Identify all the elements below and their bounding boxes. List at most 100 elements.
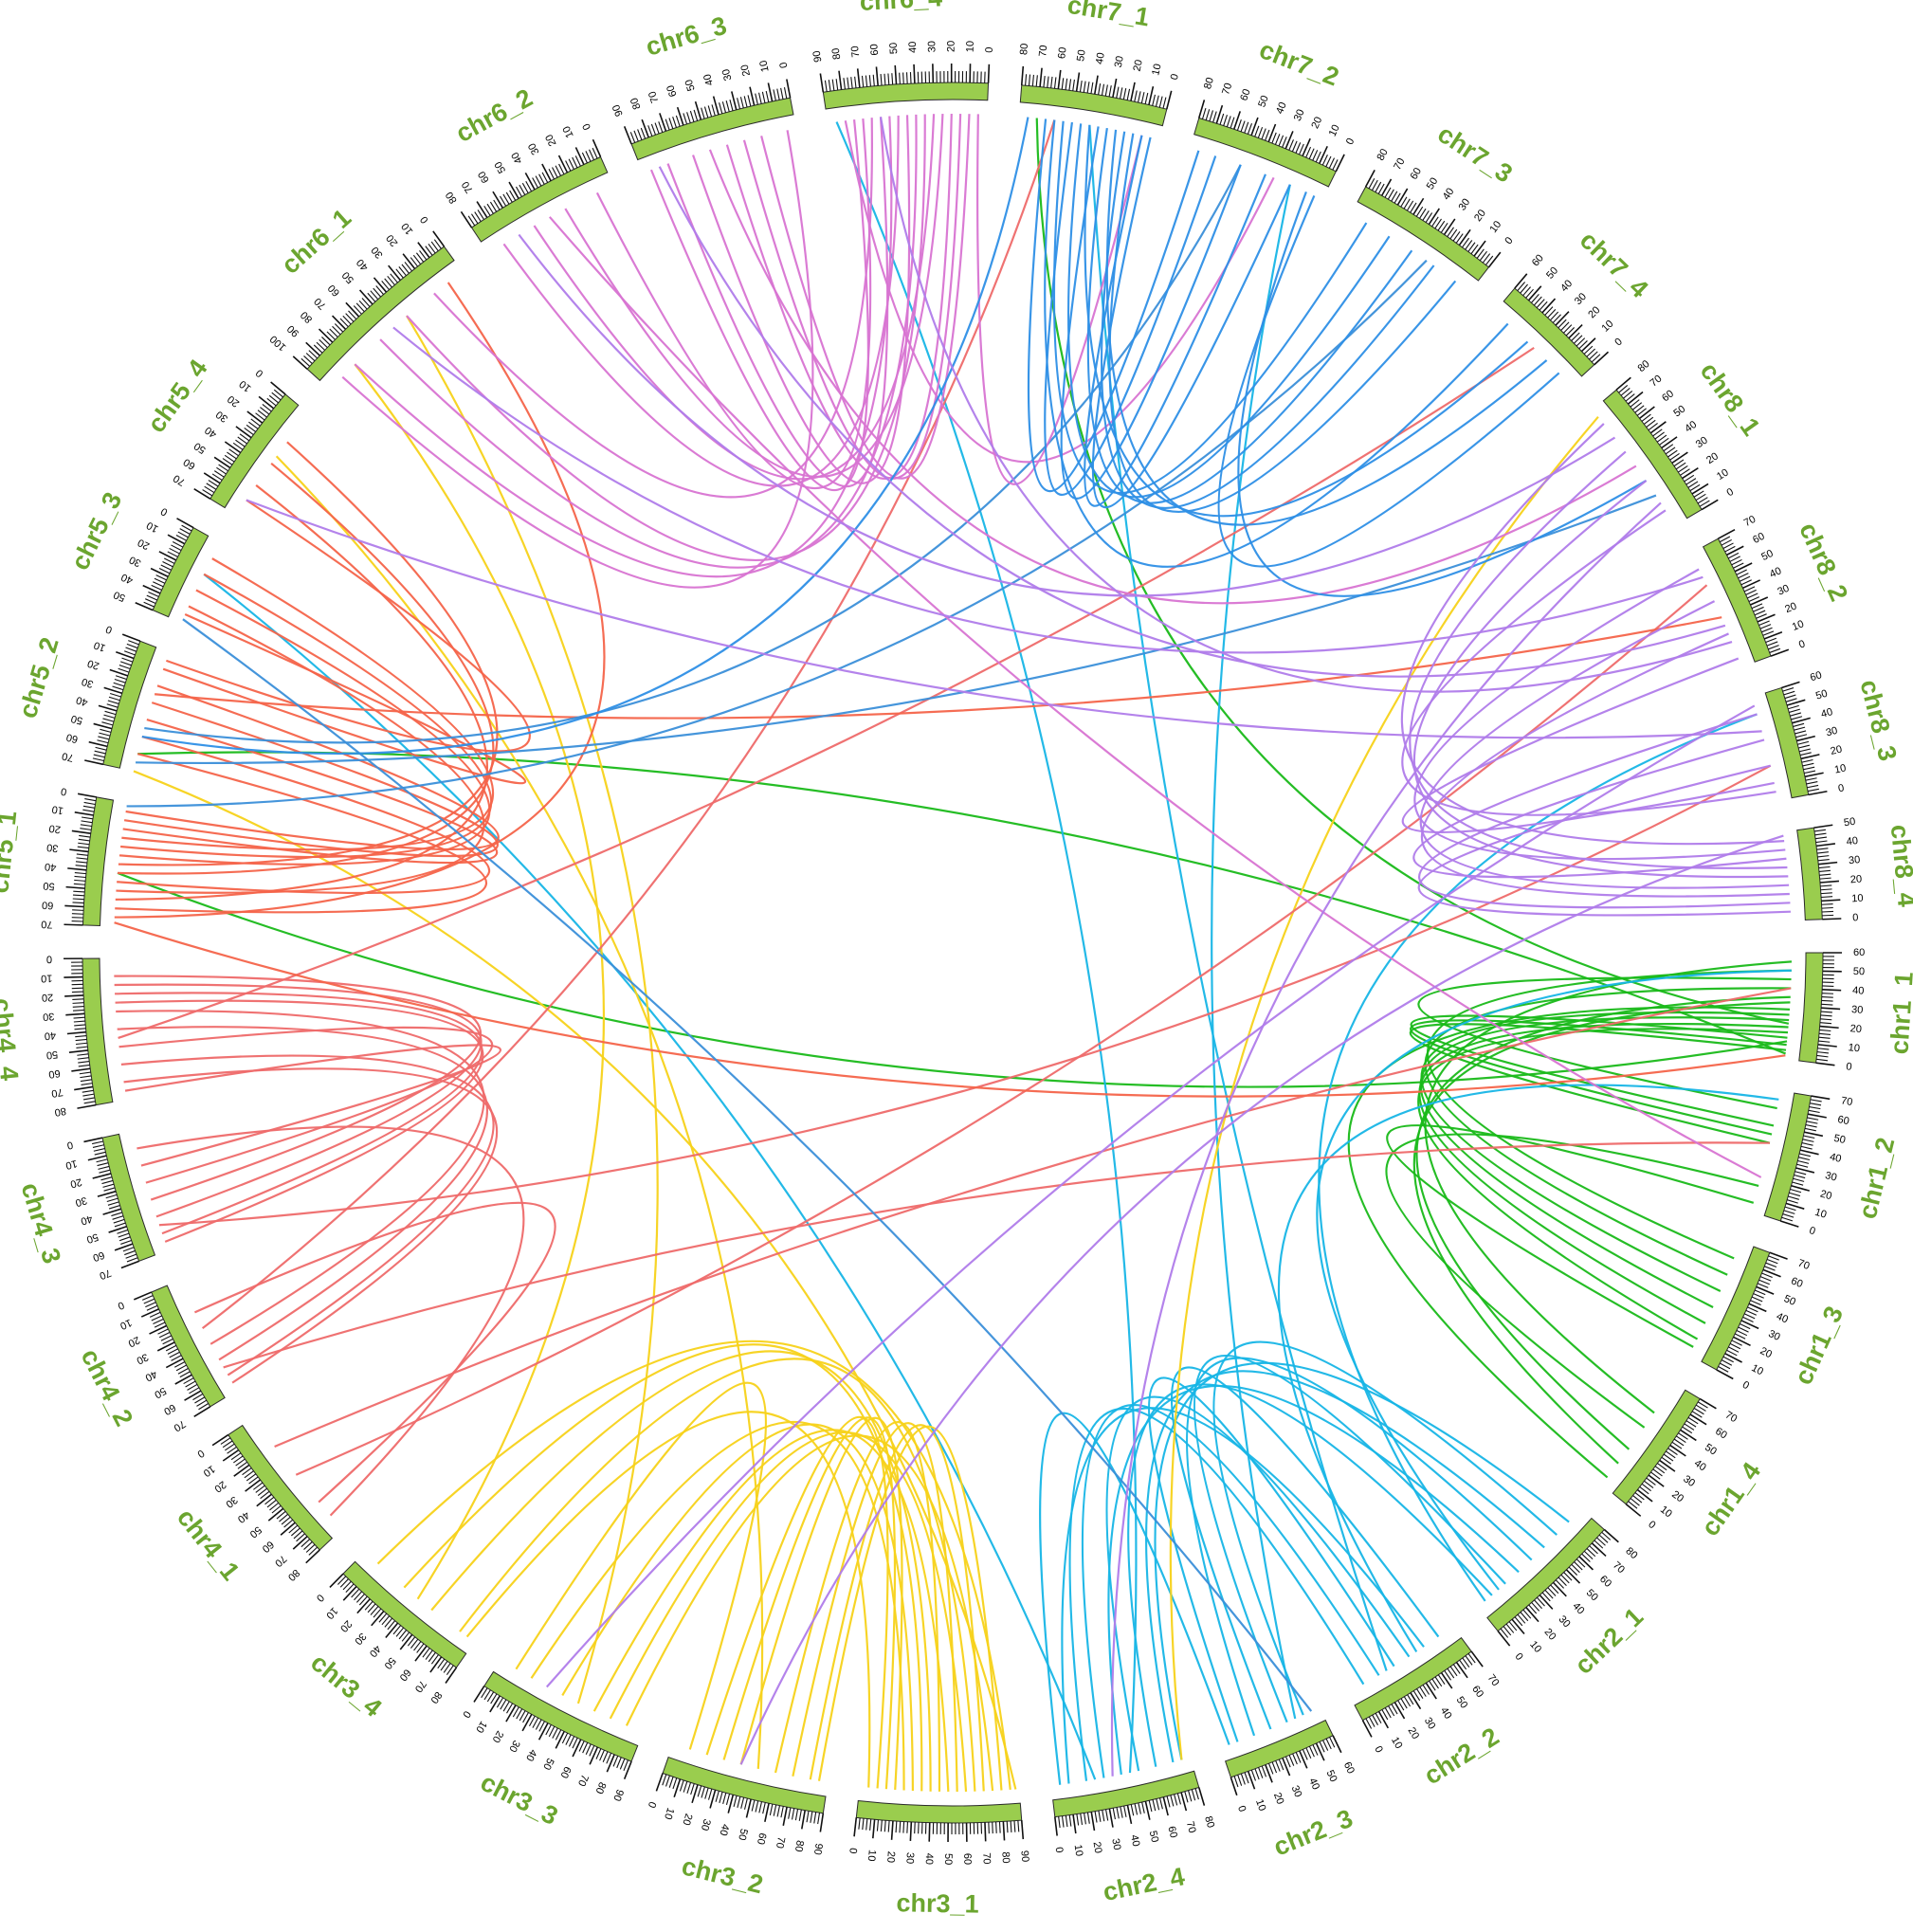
major-tick bbox=[1804, 772, 1824, 778]
minor-tick bbox=[1503, 1626, 1512, 1636]
minor-tick bbox=[1522, 286, 1531, 297]
minor-tick bbox=[474, 211, 482, 222]
tick-label: 70 bbox=[460, 179, 476, 195]
minor-tick bbox=[390, 273, 398, 283]
minor-tick bbox=[500, 195, 507, 207]
minor-tick bbox=[1537, 1596, 1545, 1607]
tick-label: 30 bbox=[214, 409, 230, 425]
minor-tick bbox=[1821, 910, 1834, 913]
minor-tick bbox=[1820, 884, 1832, 887]
minor-tick bbox=[1801, 758, 1813, 763]
major-tick bbox=[84, 759, 103, 766]
synteny-link bbox=[115, 753, 487, 914]
major-tick bbox=[69, 848, 89, 853]
minor-tick bbox=[1325, 1738, 1332, 1750]
synteny-link bbox=[124, 1044, 501, 1167]
minor-tick bbox=[1485, 255, 1494, 265]
tick-label: 70 bbox=[1840, 1095, 1853, 1108]
minor-tick bbox=[1152, 1799, 1157, 1812]
tick-label: 80 bbox=[1636, 358, 1652, 374]
minor-tick bbox=[1816, 1058, 1829, 1062]
tick-label: 10 bbox=[1750, 1362, 1765, 1377]
minor-tick bbox=[1652, 1468, 1663, 1477]
major-tick bbox=[1817, 1044, 1837, 1048]
minor-tick bbox=[810, 1811, 813, 1823]
minor-tick bbox=[1086, 1812, 1090, 1824]
minor-tick bbox=[1813, 829, 1826, 832]
major-tick bbox=[537, 1722, 549, 1741]
tick-label: 70 bbox=[172, 1417, 188, 1433]
tick-label: 0 bbox=[1740, 1379, 1751, 1392]
chromosome-label: chr5_1 bbox=[0, 810, 22, 895]
minor-tick bbox=[120, 1239, 132, 1245]
tick-label: 40 bbox=[44, 1030, 56, 1042]
major-tick bbox=[88, 740, 108, 748]
minor-tick bbox=[230, 1452, 242, 1461]
minor-tick bbox=[1467, 1653, 1476, 1664]
major-tick bbox=[1054, 1816, 1058, 1836]
minor-tick bbox=[650, 123, 656, 136]
minor-tick bbox=[1641, 1483, 1651, 1492]
tick-label: 50 bbox=[1544, 265, 1560, 282]
minor-tick bbox=[1328, 157, 1336, 169]
minor-tick bbox=[118, 665, 131, 669]
minor-tick bbox=[1783, 690, 1795, 696]
chromosome-label: chr4_2 bbox=[76, 1344, 138, 1431]
chromosome-label: chr7_3 bbox=[1432, 119, 1517, 189]
minor-tick bbox=[143, 1298, 155, 1304]
major-tick bbox=[417, 242, 430, 259]
tick-label: 40 bbox=[1306, 1777, 1321, 1792]
minor-tick bbox=[1212, 111, 1217, 123]
chromosome-label: chr1_2 bbox=[1853, 1135, 1901, 1222]
minor-tick bbox=[172, 540, 184, 548]
major-tick bbox=[385, 1622, 399, 1639]
minor-tick bbox=[93, 1148, 105, 1152]
minor-tick bbox=[204, 485, 215, 494]
tick-label: 10 bbox=[1658, 1504, 1674, 1520]
minor-tick bbox=[561, 1732, 569, 1744]
minor-tick bbox=[153, 1318, 164, 1325]
minor-tick bbox=[106, 1197, 118, 1203]
minor-tick bbox=[1795, 1171, 1807, 1176]
synteny-link bbox=[1169, 415, 1599, 1760]
minor-tick bbox=[1819, 1022, 1832, 1025]
minor-tick bbox=[1534, 1599, 1542, 1610]
minor-tick bbox=[1630, 399, 1640, 408]
synteny-link bbox=[692, 115, 911, 484]
minor-tick bbox=[1667, 1448, 1678, 1456]
tick-label: 40 bbox=[523, 1747, 538, 1762]
minor-tick bbox=[155, 574, 167, 581]
tick-label: 80 bbox=[629, 96, 644, 111]
tick-label: 80 bbox=[830, 47, 843, 61]
tick-label: 10 bbox=[64, 1157, 79, 1172]
major-tick bbox=[1813, 824, 1833, 829]
minor-tick bbox=[1804, 770, 1816, 775]
major-tick bbox=[1166, 90, 1173, 110]
minor-tick bbox=[1745, 1309, 1758, 1316]
minor-tick bbox=[1623, 391, 1633, 399]
minor-tick bbox=[538, 1721, 545, 1732]
minor-tick bbox=[97, 1162, 109, 1167]
tick-label: 0 bbox=[1646, 1519, 1657, 1531]
minor-tick bbox=[167, 551, 178, 557]
minor-tick bbox=[1632, 402, 1643, 410]
major-tick bbox=[913, 64, 916, 83]
tick-label: 10 bbox=[1715, 466, 1731, 483]
synteny-link bbox=[354, 116, 893, 578]
minor-tick bbox=[794, 1809, 799, 1821]
minor-tick bbox=[296, 1533, 305, 1542]
major-tick bbox=[193, 1406, 211, 1417]
minor-tick bbox=[592, 147, 598, 159]
minor-tick bbox=[1108, 85, 1112, 98]
synteny-link bbox=[742, 114, 962, 480]
minor-tick bbox=[367, 1603, 376, 1613]
chromosome-label: chr5_3 bbox=[65, 488, 127, 574]
minor-tick bbox=[1244, 1772, 1249, 1784]
minor-tick bbox=[1814, 832, 1827, 836]
tick-label: 90 bbox=[811, 50, 825, 64]
chromosome-label: chr1_1 bbox=[1885, 971, 1913, 1055]
tick-label: 80 bbox=[54, 1104, 67, 1118]
